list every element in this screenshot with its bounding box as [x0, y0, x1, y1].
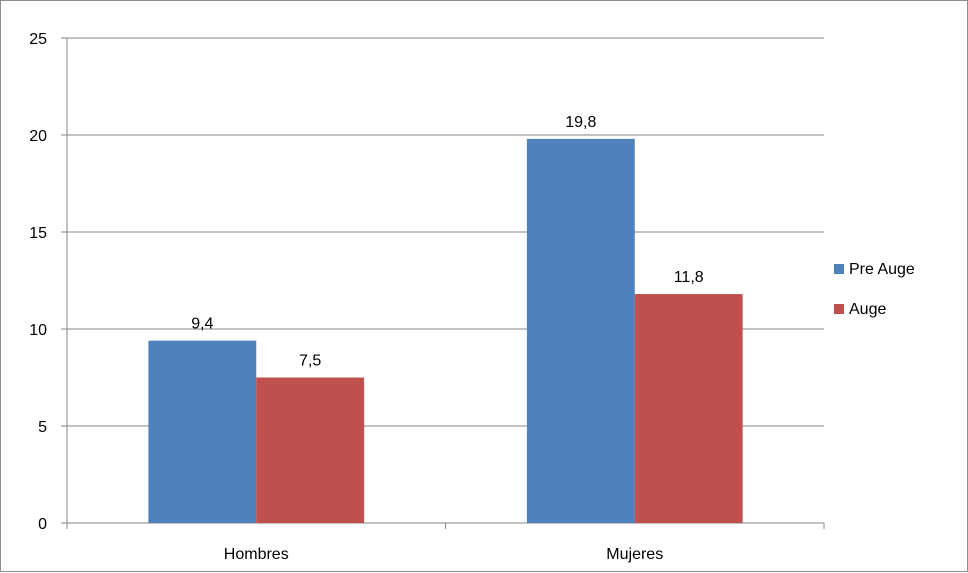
y-tick-label: 0 [38, 516, 47, 533]
y-tick-label: 20 [29, 128, 47, 145]
x-tick-label: Mujeres [606, 546, 663, 563]
legend-label: Pre Auge [849, 261, 915, 278]
legend-swatch [834, 264, 844, 274]
y-tick-label: 25 [29, 31, 47, 48]
y-tick-label: 10 [29, 322, 47, 339]
y-axis-ticks: 0 5 10 15 20 25 [29, 31, 67, 533]
x-tick-label: Hombres [224, 546, 289, 563]
legend-swatch [834, 304, 844, 314]
data-label: 19,8 [565, 114, 596, 131]
bar [256, 377, 365, 523]
y-tick-label: 15 [29, 225, 47, 242]
data-label: 11,8 [674, 269, 704, 286]
bars [148, 138, 743, 523]
data-label: 9,4 [191, 316, 213, 333]
y-tick-label: 5 [38, 419, 47, 436]
data-label: 7,5 [299, 353, 321, 370]
data-labels: 9,4 7,5 19,8 11,8 [191, 114, 704, 370]
legend: Pre Auge Auge [834, 261, 915, 318]
x-axis-ticks: Hombres Mujeres [66, 523, 825, 563]
bar [526, 138, 635, 523]
bar [634, 294, 743, 523]
bar [148, 340, 257, 523]
legend-label: Auge [849, 301, 886, 318]
